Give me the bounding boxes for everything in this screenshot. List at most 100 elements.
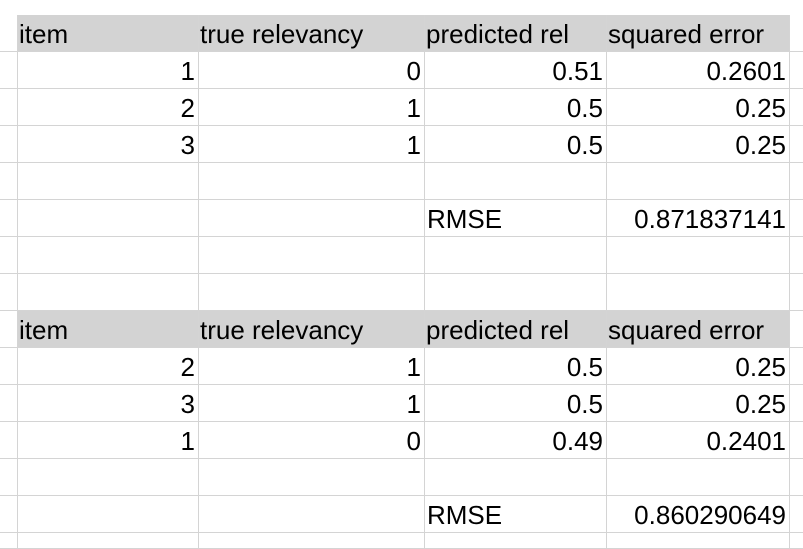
cell-true-relevancy[interactable]: 1 [199, 385, 425, 422]
header-squared-error[interactable]: squared error [607, 311, 790, 348]
header-item[interactable]: item [18, 15, 199, 52]
cell[interactable] [199, 496, 425, 533]
cell[interactable] [790, 89, 803, 126]
cell[interactable] [790, 533, 803, 549]
cell[interactable] [18, 459, 199, 496]
header-true-relevancy[interactable]: true relevancy [199, 15, 425, 52]
cell-squared-error[interactable]: 0.25 [607, 89, 790, 126]
cell[interactable] [790, 274, 803, 311]
cell-item[interactable]: 1 [18, 422, 199, 459]
cell-item[interactable]: 2 [18, 89, 199, 126]
cell[interactable] [0, 422, 18, 459]
cell[interactable] [425, 533, 607, 549]
cell-true-relevancy[interactable]: 1 [199, 126, 425, 163]
cell[interactable] [199, 163, 425, 200]
cell[interactable] [0, 89, 18, 126]
cell[interactable] [0, 348, 18, 385]
empty-row [0, 237, 803, 274]
cell[interactable] [0, 385, 18, 422]
cell-squared-error[interactable]: 0.25 [607, 348, 790, 385]
table2-header-row: item true relevancy predicted rel square… [0, 311, 803, 348]
empty-row [0, 163, 803, 200]
cell[interactable] [790, 496, 803, 533]
cell-predicted-rel[interactable]: 0.49 [425, 422, 607, 459]
cell[interactable] [607, 459, 790, 496]
table1-rmse-row: RMSE 0.871837141 [0, 200, 803, 237]
cell[interactable] [607, 533, 790, 549]
cell[interactable] [18, 533, 199, 549]
cell[interactable] [607, 274, 790, 311]
cell[interactable] [790, 311, 803, 348]
rmse-value[interactable]: 0.860290649 [607, 496, 790, 533]
cell-item[interactable]: 1 [18, 52, 199, 89]
cell-true-relevancy[interactable]: 1 [199, 348, 425, 385]
cell[interactable] [790, 348, 803, 385]
table2-row: 2 1 0.5 0.25 [0, 348, 803, 385]
cell[interactable] [18, 274, 199, 311]
cell-true-relevancy[interactable]: 0 [199, 52, 425, 89]
cell[interactable] [199, 459, 425, 496]
cell-squared-error[interactable]: 0.2401 [607, 422, 790, 459]
cell[interactable] [0, 459, 18, 496]
cell-predicted-rel[interactable]: 0.51 [425, 52, 607, 89]
header-predicted-rel[interactable]: predicted rel [425, 15, 607, 52]
cell-item[interactable]: 2 [18, 348, 199, 385]
cell[interactable] [790, 126, 803, 163]
table2-row: 3 1 0.5 0.25 [0, 385, 803, 422]
empty-row [0, 459, 803, 496]
cell[interactable] [0, 237, 18, 274]
cell-squared-error[interactable]: 0.2601 [607, 52, 790, 89]
header-true-relevancy[interactable]: true relevancy [199, 311, 425, 348]
cell[interactable] [790, 163, 803, 200]
cell-squared-error[interactable]: 0.25 [607, 126, 790, 163]
cell[interactable] [0, 126, 18, 163]
cell[interactable] [18, 237, 199, 274]
cell-predicted-rel[interactable]: 0.5 [425, 348, 607, 385]
cell[interactable] [199, 274, 425, 311]
cell[interactable] [790, 52, 803, 89]
cell[interactable] [18, 200, 199, 237]
header-item[interactable]: item [18, 311, 199, 348]
cell-true-relevancy[interactable]: 1 [199, 89, 425, 126]
cell[interactable] [790, 385, 803, 422]
table1-row: 3 1 0.5 0.25 [0, 126, 803, 163]
cell[interactable] [790, 459, 803, 496]
cell-item[interactable]: 3 [18, 126, 199, 163]
rmse-value[interactable]: 0.871837141 [607, 200, 790, 237]
cell-predicted-rel[interactable]: 0.5 [425, 89, 607, 126]
cell[interactable] [0, 163, 18, 200]
cell[interactable] [0, 52, 18, 89]
cell[interactable] [18, 496, 199, 533]
cell[interactable] [790, 200, 803, 237]
cell[interactable] [0, 496, 18, 533]
cell[interactable] [0, 200, 18, 237]
header-squared-error[interactable]: squared error [607, 15, 790, 52]
cell[interactable] [199, 237, 425, 274]
cell-squared-error[interactable]: 0.25 [607, 385, 790, 422]
cell[interactable] [425, 163, 607, 200]
cell-predicted-rel[interactable]: 0.5 [425, 126, 607, 163]
header-predicted-rel[interactable]: predicted rel [425, 311, 607, 348]
cell[interactable] [0, 311, 18, 348]
cell-item[interactable]: 3 [18, 385, 199, 422]
rmse-label[interactable]: RMSE [425, 200, 607, 237]
cell[interactable] [425, 237, 607, 274]
cell[interactable] [425, 274, 607, 311]
cell[interactable] [790, 237, 803, 274]
cell[interactable] [790, 422, 803, 459]
cell[interactable] [0, 15, 18, 52]
cell[interactable] [425, 459, 607, 496]
cell[interactable] [18, 163, 199, 200]
cell[interactable] [0, 274, 18, 311]
cell-true-relevancy[interactable]: 0 [199, 422, 425, 459]
cell[interactable] [607, 163, 790, 200]
cell[interactable] [199, 533, 425, 549]
cell[interactable] [199, 200, 425, 237]
cell-predicted-rel[interactable]: 0.5 [425, 385, 607, 422]
cell[interactable] [607, 237, 790, 274]
cell[interactable] [0, 533, 18, 549]
rmse-label[interactable]: RMSE [425, 496, 607, 533]
table1-row: 2 1 0.5 0.25 [0, 89, 803, 126]
table1-header-row: item true relevancy predicted rel square… [0, 15, 803, 52]
cell[interactable] [790, 15, 803, 52]
